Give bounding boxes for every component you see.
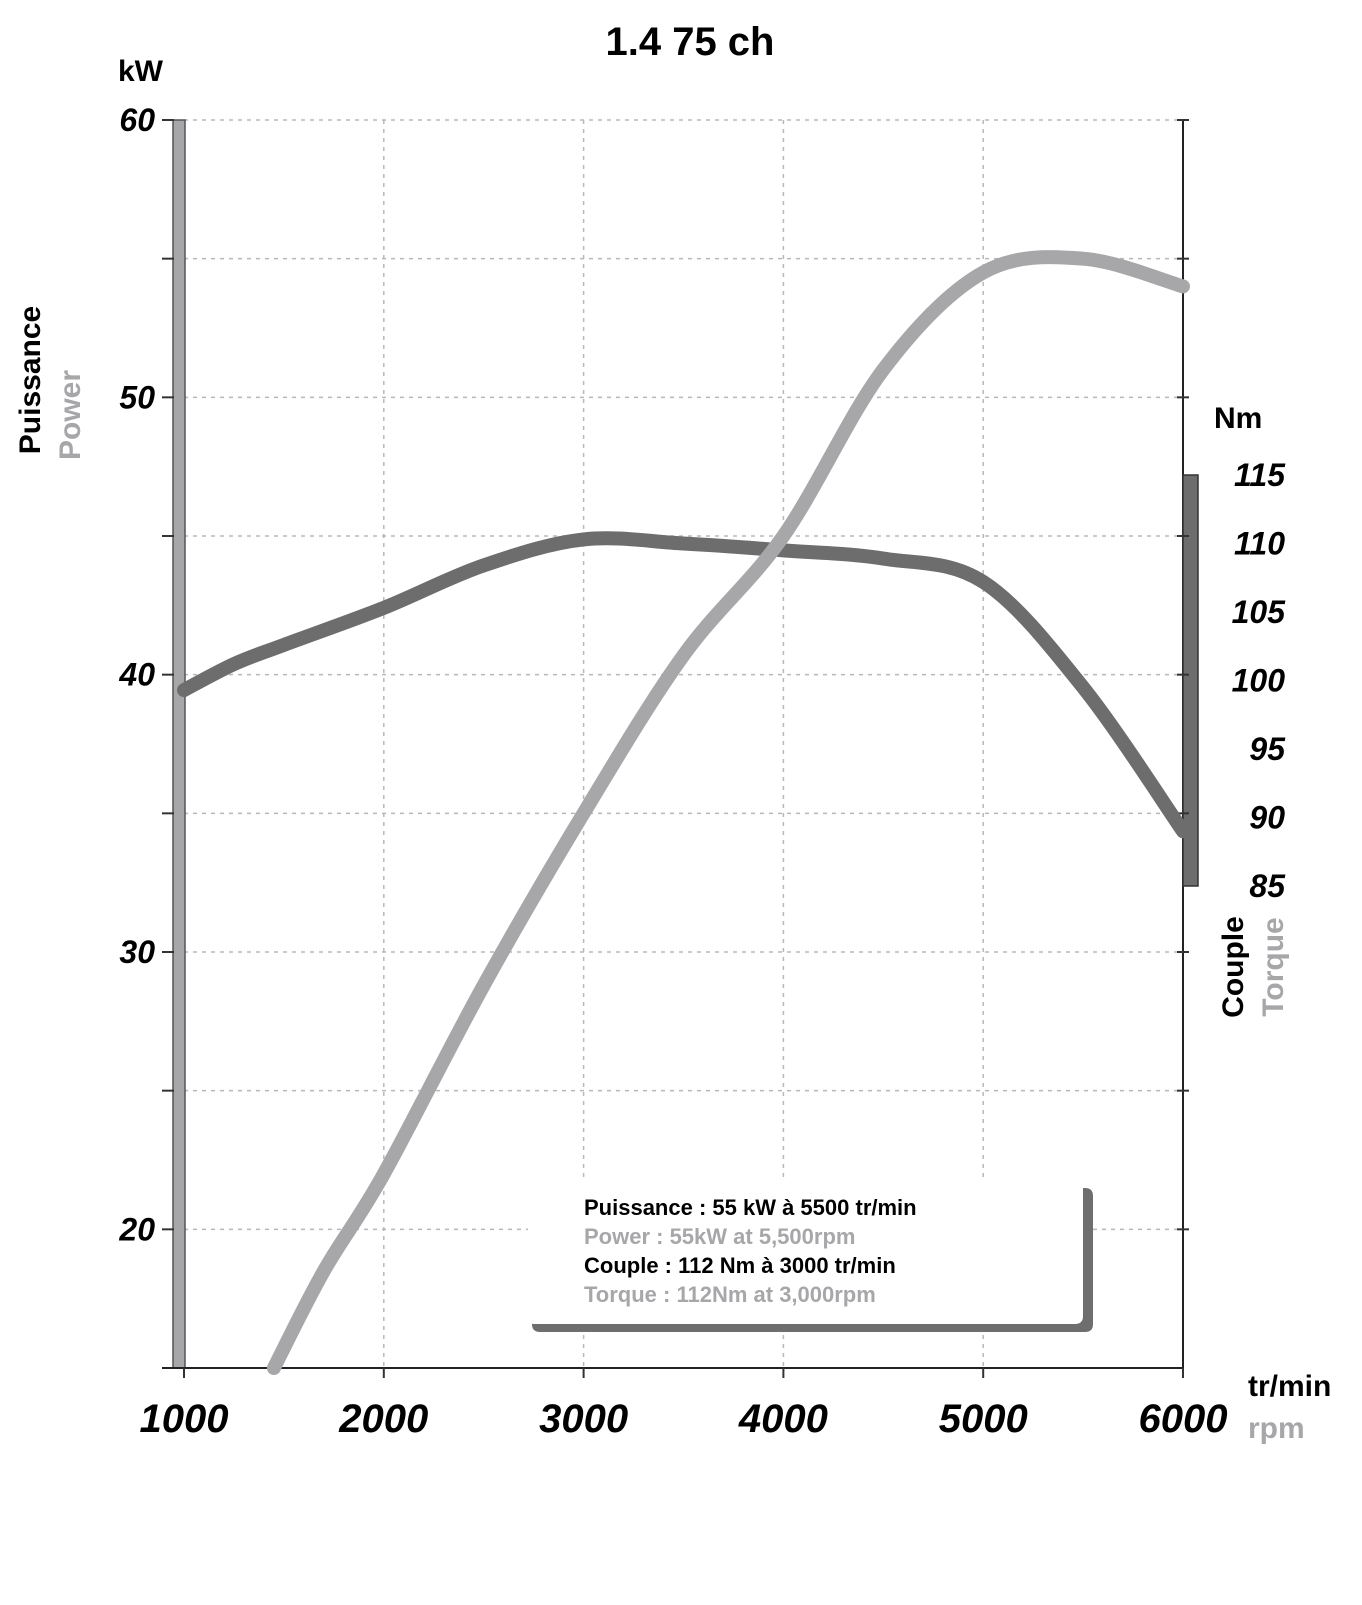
left-axis-bar (172, 119, 186, 1369)
right-tick-label: 90 (1249, 800, 1285, 836)
specs-torque-fr: Couple : 112 Nm à 3000 tr/min (584, 1253, 896, 1278)
right-axis-label-en: Torque (1257, 917, 1290, 1016)
right-axis-unit: Nm (1214, 402, 1262, 435)
right-tick-label: 110 (1234, 526, 1285, 562)
specs-torque-en: Torque : 112Nm at 3,000rpm (584, 1282, 876, 1307)
specs-box-panel (528, 1178, 1083, 1324)
right-axis-label-fr: Couple (1217, 916, 1250, 1018)
x-tick-label: 4000 (738, 1397, 828, 1441)
left-axis-label-en: Power (54, 370, 87, 460)
left-tick-label: 30 (119, 934, 155, 970)
chart-title: 1.4 75 ch (605, 20, 774, 64)
torque-curve (177, 531, 1190, 839)
specs-box: Puissance : 55 kW à 5500 tr/min Power : … (528, 1178, 1093, 1332)
x-tick-label: 5000 (939, 1397, 1028, 1441)
specs-power-fr: Puissance : 55 kW à 5500 tr/min (584, 1195, 917, 1220)
right-tick-label: 115 (1234, 457, 1286, 493)
series (177, 250, 1190, 1375)
specs-power-en: Power : 55kW at 5,500rpm (584, 1224, 855, 1249)
tick-labels: 20 30 40 50 60 85 90 95 100 105 110 115 1000 2000 3000… (118, 102, 1286, 1441)
left-tick-label: 20 (118, 1211, 155, 1247)
left-axis-label-fr: Puissance (14, 306, 47, 454)
power-curve (266, 250, 1190, 1375)
x-axis-unit-fr: tr/min (1248, 1370, 1331, 1403)
left-tick-label: 40 (118, 657, 155, 693)
grid (184, 119, 1183, 1368)
left-tick-label: 50 (119, 379, 155, 415)
right-axis-scale-bar (1182, 474, 1199, 887)
x-tick-label: 2000 (338, 1397, 428, 1441)
left-axis-unit: kW (118, 55, 164, 88)
right-tick-label: 100 (1232, 663, 1286, 699)
x-tick-label: 3000 (539, 1397, 628, 1441)
x-tick-label: 6000 (1139, 1397, 1228, 1441)
x-axis-unit-en: rpm (1248, 1412, 1305, 1445)
left-tick-label: 60 (119, 102, 155, 138)
axes (162, 119, 1199, 1378)
right-tick-label: 85 (1249, 868, 1286, 904)
x-tick-label: 1000 (140, 1397, 229, 1441)
right-tick-label: 95 (1249, 731, 1286, 767)
right-tick-label: 105 (1232, 594, 1287, 630)
